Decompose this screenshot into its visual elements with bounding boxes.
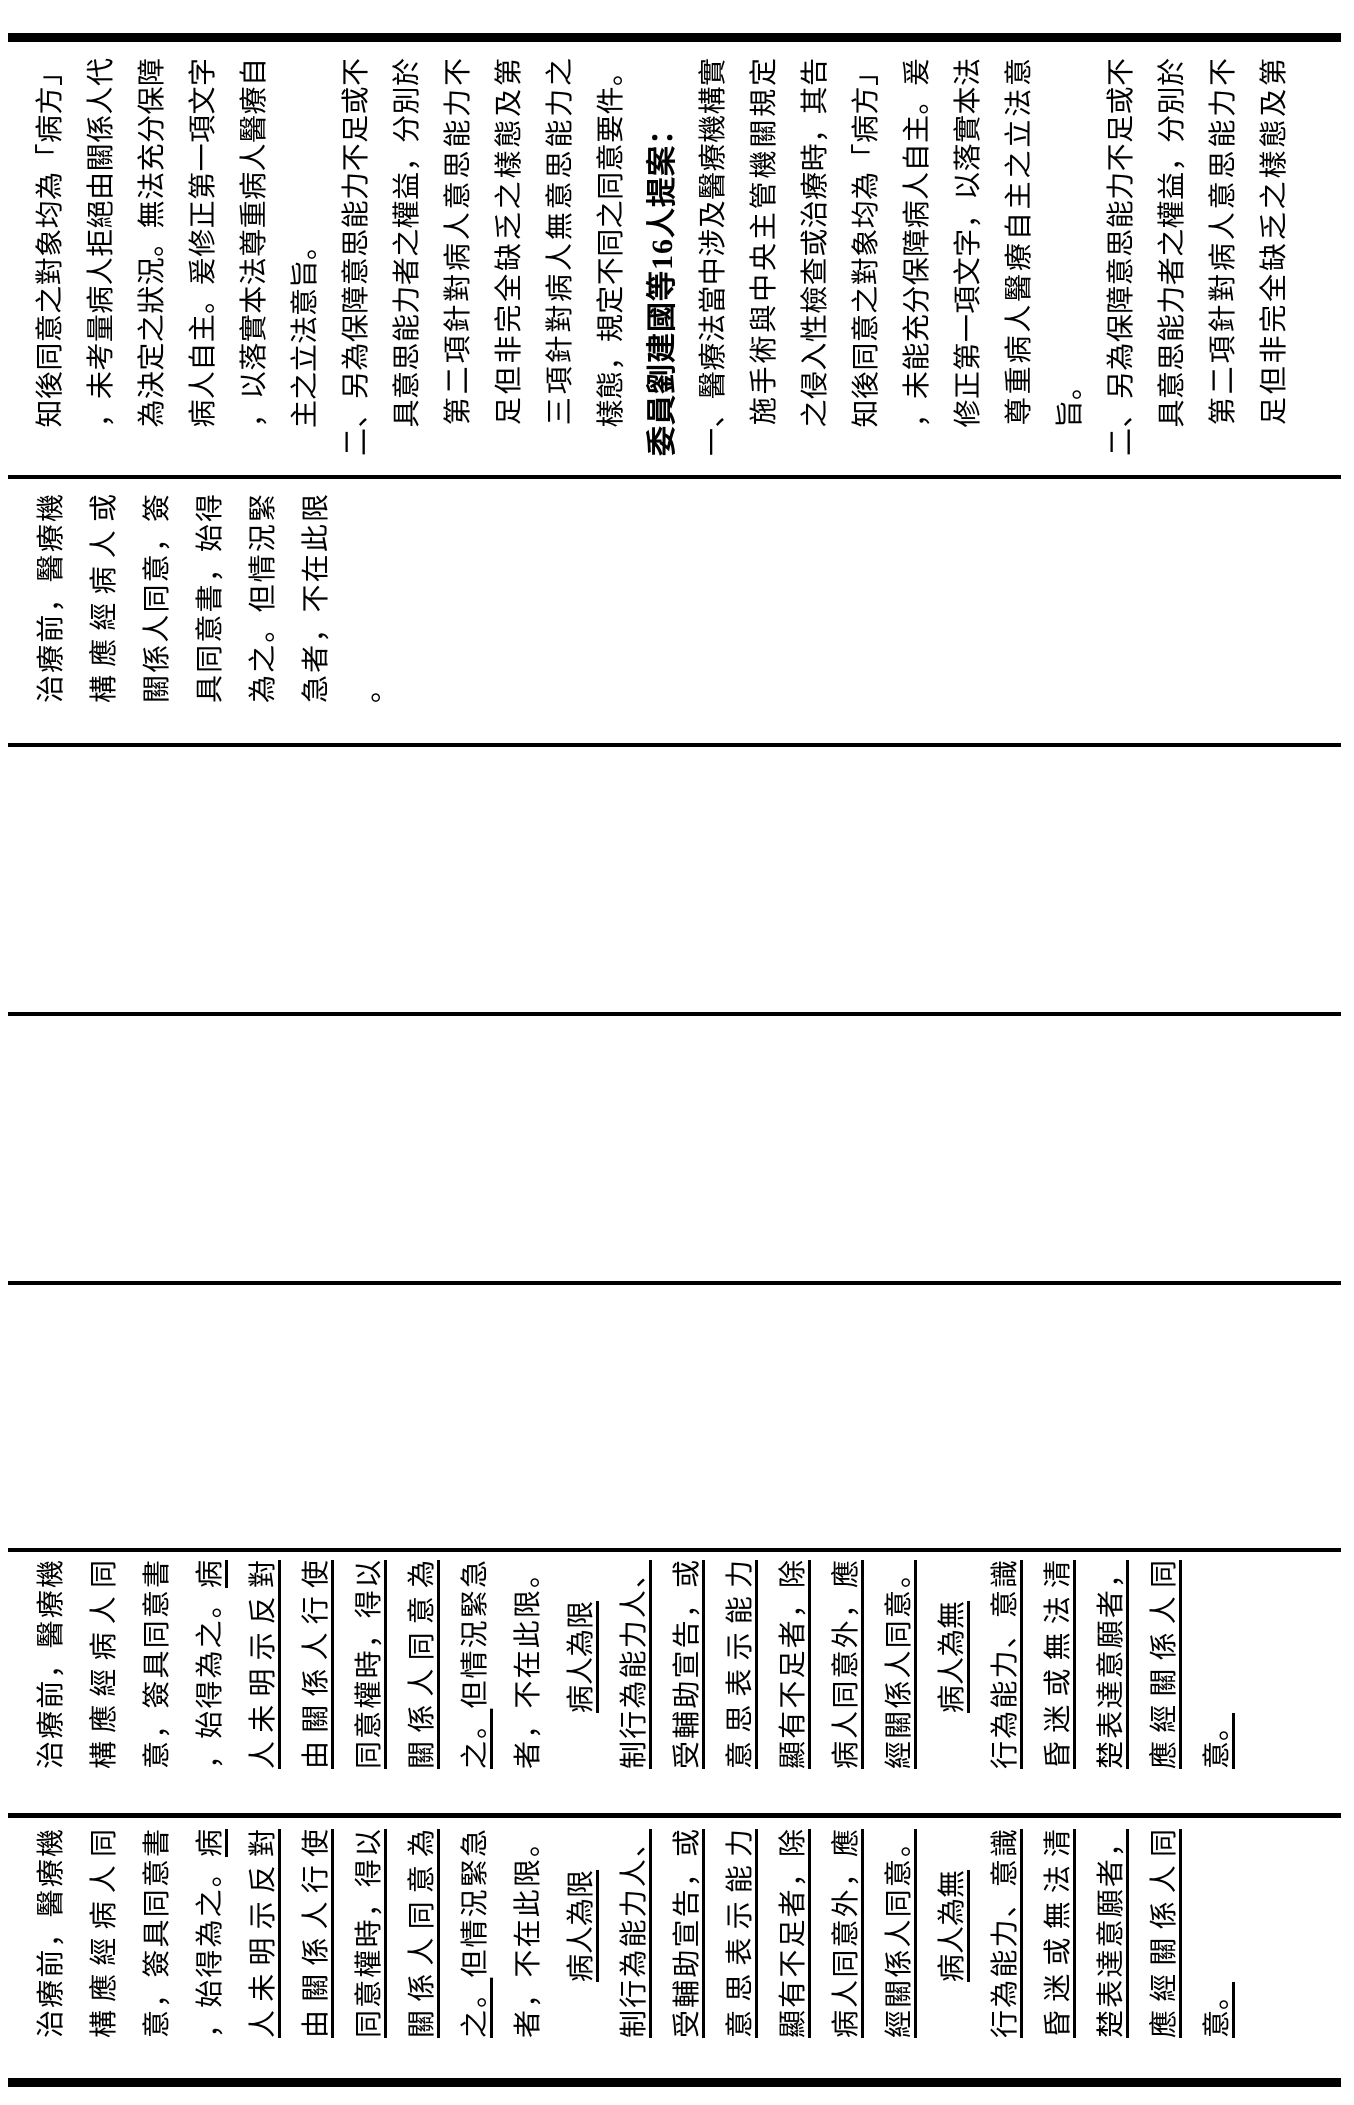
text-line: 由關係人行使 <box>301 1829 332 2038</box>
text-line: 關係人同意為 <box>407 1829 438 2038</box>
cell-current-statute: 治療前，醫療機 構應經病人或 關係人同意，簽 具同意書，始得 為之。但情況緊 急者，不在此… <box>25 494 396 703</box>
text-line: ，始得為之。病 <box>195 1829 226 2038</box>
text-line: 病人自主。爰修正第一項文字 <box>188 58 219 456</box>
text-line: 制行為能力人、 <box>619 1829 650 2038</box>
text-line: 行為能力、意識 <box>990 1560 1021 1769</box>
text-line: 具同意書，始得 <box>195 494 226 703</box>
text-line: 之。但情況緊急 <box>460 1829 491 2038</box>
text-line: 修正第一項文字，以落實本法 <box>953 58 984 456</box>
text-line: 經關係人同意。 <box>884 1560 915 1769</box>
rule-explanation-current <box>8 475 1341 479</box>
text-line: 應經關係人同 <box>1149 1560 1180 1769</box>
text-line: 第二項針對病人意思能力不 <box>1208 58 1239 456</box>
text-line: 楚表達意願者， <box>1096 1560 1127 1769</box>
text-line: 第二項針對病人意思能力不 <box>443 58 474 456</box>
text-line: 治療前，醫療機 <box>36 1560 67 1769</box>
text-line: 意。 <box>1202 1981 1233 2038</box>
text-line: 同意權時，得以 <box>354 1829 385 2038</box>
text-line: 施手術與中央主管機關規定 <box>749 58 780 456</box>
rule-proposal-review <box>8 1813 1341 1818</box>
text-line: 二、另為保障意思能力不足或不 <box>341 58 372 456</box>
text-line: 為之。但情況緊 <box>248 494 279 703</box>
text-line: 之侵入性檢查或治療時，其告 <box>800 58 831 456</box>
text-line: ，始得為之。病 <box>195 1560 226 1769</box>
rule-empty-b <box>8 1281 1341 1285</box>
text-line: 病人同意外，應 <box>831 1560 862 1769</box>
text-line: 足但非完全缺乏之樣態及第 <box>494 58 525 456</box>
text-line: 治療前，醫療機 <box>36 1829 67 2038</box>
text-line: 人未明示反對 <box>248 1560 279 1769</box>
text-line: 意，簽具同意書 <box>142 1560 173 1769</box>
text-line: 由關係人行使 <box>301 1560 332 1769</box>
text-line: 構應經病人同 <box>89 1829 120 2038</box>
text-line: 關係人同意為 <box>407 1560 438 1769</box>
text-line: ，未考量病人拒絕由關係人代 <box>86 58 117 456</box>
text-line: 知後同意之對象均為「病方」 <box>851 58 882 456</box>
text-line: 受輔助宣告，或 <box>672 1829 703 2038</box>
text-line: 旨。 <box>1055 371 1086 456</box>
text-line: 構應經病人同 <box>89 1560 120 1769</box>
rule-empty-proposal <box>8 1548 1341 1552</box>
text-line: 知後同意之對象均為「病方」 <box>35 58 66 456</box>
text-line: ，以落實本法尊重病人醫療自 <box>239 58 270 456</box>
text-line: 三項針對病人無意思能力之 <box>545 58 576 456</box>
text-line: 足但非完全缺乏之樣態及第 <box>1259 58 1290 456</box>
text-line: 制行為能力人、 <box>619 1560 650 1769</box>
text-line: 病人為限 <box>566 1600 597 1713</box>
text-line: 顯有不足者，除 <box>778 1829 809 2038</box>
text-line: 為決定之狀況。無法充分保障 <box>137 58 168 456</box>
text-line: 意。 <box>1202 1712 1233 1769</box>
text-line: 病人同意外，應 <box>831 1829 862 2038</box>
text-line: 者，不在此限。 <box>513 1560 544 1769</box>
text-line: 經關係人同意。 <box>884 1829 915 2038</box>
text-line: 之。但情況緊急 <box>460 1560 491 1769</box>
text-line: 人未明示反對 <box>248 1829 279 2038</box>
text-line: 意思表示能力 <box>725 1560 756 1769</box>
text-line: 具意思能力者之權益，分別於 <box>392 58 423 456</box>
cell-proposal-text: 治療前，醫療機 構應經病人同 意，簽具同意書 ，始得為之。病 人未明示反對 由關係人行使同… <box>25 1560 1244 1769</box>
text-line: 一、醫療法當中涉及醫療機構實 <box>698 58 729 456</box>
text-line: 治療前，醫療機 <box>36 494 67 703</box>
text-line: 二、另為保障意思能力不足或不 <box>1106 58 1137 456</box>
text-line: 意思表示能力 <box>725 1829 756 2038</box>
text-line: 受輔助宣告，或 <box>672 1560 703 1769</box>
text-line: 同意權時，得以 <box>354 1560 385 1769</box>
text-line: 者，不在此限。 <box>513 1829 544 2038</box>
text-line: 構應經病人或 <box>89 494 120 703</box>
table-outer-border-thick-bottom <box>8 2078 1341 2087</box>
text-line: 楚表達意願者， <box>1096 1829 1127 2038</box>
proposal-heading-line: 委員劉建國等16人提案： <box>646 114 679 456</box>
text-line: 具意思能力者之權益，分別於 <box>1157 58 1188 456</box>
text-line: 急者，不在此限 <box>301 494 332 703</box>
text-line: 病人為無 <box>937 1600 968 1713</box>
cell-explanation: 知後同意之對象均為「病方」 ，未考量病人拒絕由關係人代 為決定之狀況。無法充分保… <box>25 58 1300 456</box>
text-line: 顯有不足者，除 <box>778 1560 809 1769</box>
rule-empty-a <box>8 1012 1341 1016</box>
text-line: 意，簽具同意書 <box>142 1829 173 2038</box>
text-line: 昏迷或無法清 <box>1043 1829 1074 2038</box>
cell-review-result: 治療前，醫療機 構應經病人同 意，簽具同意書 ，始得為之。病 人未明示反對 由關係人行使同… <box>25 1829 1244 2038</box>
text-line: 行為能力、意識 <box>990 1829 1021 2038</box>
text-line: 主之立法意旨。 <box>290 231 321 456</box>
text-line: ，未能充分保障病人自主。爰 <box>902 58 933 456</box>
text-line: 。 <box>354 674 385 703</box>
rule-current-empty <box>8 743 1341 747</box>
text-line: 病人為無 <box>937 1869 968 1982</box>
text-line: 樣態，規定不同之同意要件。 <box>596 58 627 456</box>
text-line: 應經關係人同 <box>1149 1829 1180 2038</box>
text-line: 病人為限 <box>566 1869 597 1982</box>
text-line: 昏迷或無法清 <box>1043 1560 1074 1769</box>
text-line: 關係人同意，簽 <box>142 494 173 703</box>
text-line: 尊重病人醫療自主之立法意 <box>1004 58 1035 456</box>
table-outer-border-thick-top <box>8 33 1341 42</box>
